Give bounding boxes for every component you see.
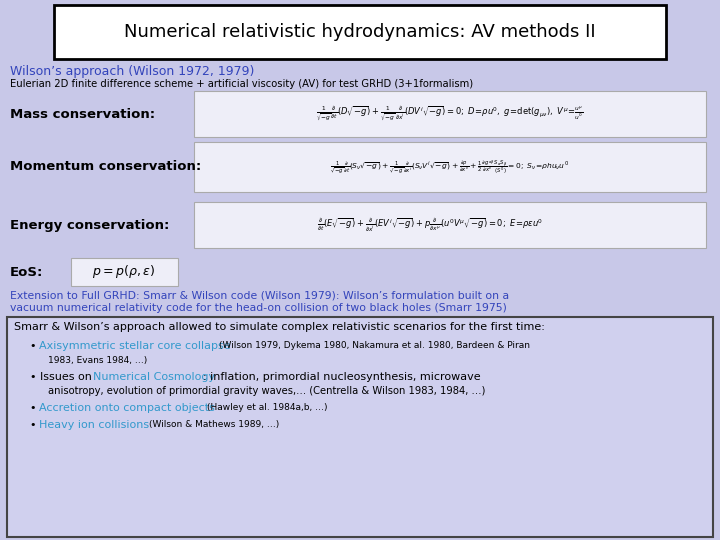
Text: Smarr & Wilson’s approach allowed to simulate complex relativistic scenarios for: Smarr & Wilson’s approach allowed to sim… — [14, 322, 545, 332]
Text: 1983, Evans 1984, …): 1983, Evans 1984, …) — [48, 355, 148, 364]
Text: Mass conservation:: Mass conservation: — [10, 107, 155, 120]
Text: •: • — [30, 341, 40, 351]
Text: Heavy ion collisions: Heavy ion collisions — [39, 420, 149, 430]
Text: (Hawley et al. 1984a,b, …): (Hawley et al. 1984a,b, …) — [207, 403, 328, 413]
Text: Numerical Cosmology: Numerical Cosmology — [93, 372, 215, 382]
Text: •: • — [30, 403, 40, 413]
FancyBboxPatch shape — [194, 202, 706, 248]
FancyBboxPatch shape — [54, 5, 666, 59]
Text: Wilson’s approach (Wilson 1972, 1979): Wilson’s approach (Wilson 1972, 1979) — [10, 65, 254, 78]
Text: anisotropy, evolution of primordial gravity waves,… (Centrella & Wilson 1983, 19: anisotropy, evolution of primordial grav… — [48, 386, 485, 396]
FancyBboxPatch shape — [7, 317, 713, 537]
Text: $p = p(\rho,\varepsilon)$: $p = p(\rho,\varepsilon)$ — [92, 264, 156, 280]
FancyBboxPatch shape — [194, 91, 706, 137]
Text: Eulerian 2D finite difference scheme + artificial viscosity (AV) for test GRHD (: Eulerian 2D finite difference scheme + a… — [10, 79, 473, 89]
Text: $\frac{1}{\sqrt{-g}}\frac{\partial}{\partial t}(D\sqrt{-g})+\frac{1}{\sqrt{-g}}\: $\frac{1}{\sqrt{-g}}\frac{\partial}{\par… — [316, 105, 584, 123]
Text: : inflation, primordial nucleosynthesis, microwave: : inflation, primordial nucleosynthesis,… — [203, 372, 481, 382]
Text: Axisymmetric stellar core collapse: Axisymmetric stellar core collapse — [39, 341, 230, 351]
Text: (Wilson 1979, Dykema 1980, Nakamura et al. 1980, Bardeen & Piran: (Wilson 1979, Dykema 1980, Nakamura et a… — [219, 341, 530, 350]
FancyBboxPatch shape — [71, 258, 178, 286]
Text: Momentum conservation:: Momentum conservation: — [10, 160, 202, 173]
Text: Extension to Full GRHD: Smarr & Wilson code (Wilson 1979): Wilson’s formulation : Extension to Full GRHD: Smarr & Wilson c… — [10, 291, 509, 301]
Text: Energy conservation:: Energy conservation: — [10, 219, 169, 232]
Text: $\frac{\partial}{\partial t}(E\sqrt{-g})+\frac{\partial}{\partial x^i}(EV^i\sqrt: $\frac{\partial}{\partial t}(E\sqrt{-g})… — [317, 217, 543, 234]
Text: •: • — [30, 420, 40, 430]
FancyBboxPatch shape — [194, 142, 706, 192]
Text: (Wilson & Mathews 1989, …): (Wilson & Mathews 1989, …) — [149, 421, 279, 429]
Text: vacuum numerical relativity code for the head-on collision of two black holes (S: vacuum numerical relativity code for the… — [10, 303, 507, 313]
Text: $\frac{1}{\sqrt{-g}}\frac{\partial}{\partial t}(S_\nu\sqrt{-g})+\frac{1}{\sqrt{-: $\frac{1}{\sqrt{-g}}\frac{\partial}{\par… — [330, 158, 570, 176]
Text: EoS:: EoS: — [10, 266, 43, 279]
Text: Numerical relativistic hydrodynamics: AV methods II: Numerical relativistic hydrodynamics: AV… — [124, 23, 596, 41]
Text: Accretion onto compact objects: Accretion onto compact objects — [39, 403, 215, 413]
Text: • Issues on: • Issues on — [30, 372, 95, 382]
